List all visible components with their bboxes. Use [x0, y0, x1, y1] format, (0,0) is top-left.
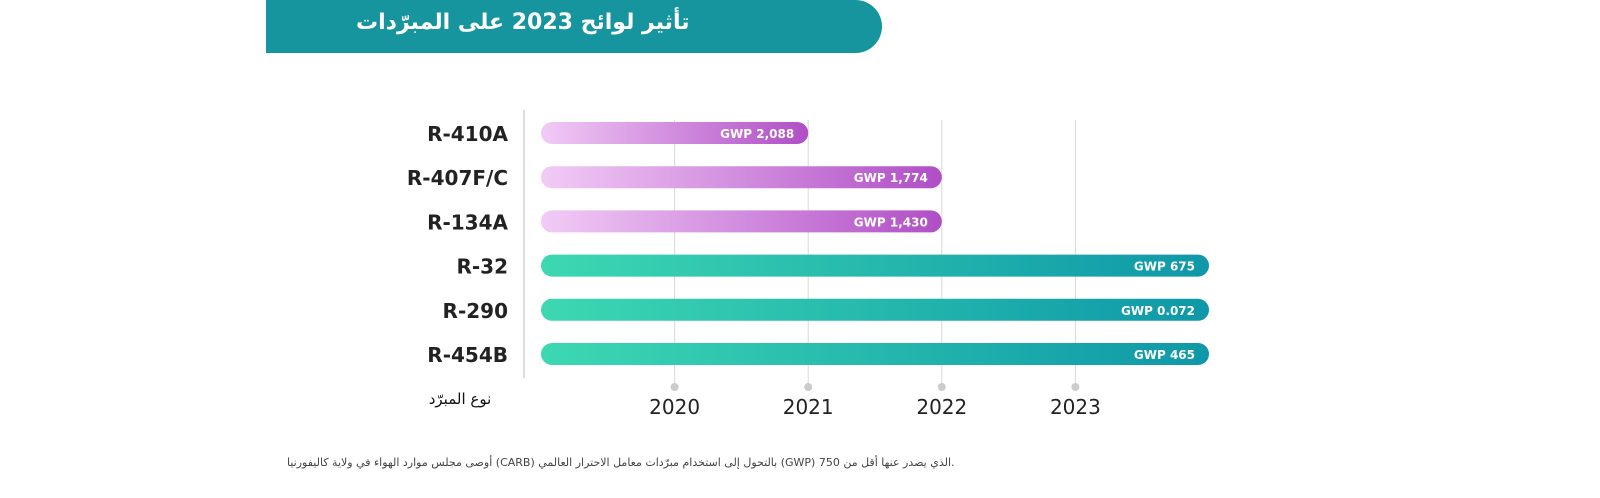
tick-dot — [937, 383, 946, 391]
category-label: R-290 — [443, 299, 508, 323]
bar-R-407F/C — [541, 166, 942, 189]
data-label: GWP 465 — [1134, 348, 1195, 362]
category-label: R-32 — [456, 255, 508, 279]
data-label: GWP 2,088 — [720, 127, 794, 141]
category-label: R-407F/C — [407, 166, 508, 190]
data-label: GWP 1,774 — [854, 171, 928, 185]
bar-R-454B — [541, 343, 1209, 365]
data-label: GWP 675 — [1134, 260, 1195, 274]
tick-dot — [670, 383, 679, 391]
x-tick-label: 2020 — [649, 395, 700, 419]
bar-R-32 — [541, 254, 1209, 277]
bar-R-410A — [541, 122, 809, 144]
title-banner: تأثير لوائح 2023 على المبرّدات — [266, 0, 882, 53]
footnote: أوصى مجلس موارد الهواء في ولاية كاليفورن… — [287, 456, 955, 469]
chart-title: تأثير لوائح 2023 على المبرّدات — [356, 10, 690, 35]
bar-R-134A — [541, 210, 942, 233]
tick-dot — [1071, 383, 1080, 391]
category-label: R-454B — [427, 343, 508, 367]
category-label: R-134A — [427, 210, 508, 234]
y-axis-label: نوع المبرّد — [428, 390, 492, 408]
bar-R-290 — [541, 298, 1209, 321]
x-tick-label: 2021 — [783, 395, 834, 419]
data-label: GWP 0.072 — [1121, 304, 1195, 318]
category-label: R-410A — [427, 122, 508, 146]
x-tick-label: 2023 — [1050, 395, 1101, 419]
data-label: GWP 1,430 — [854, 215, 928, 229]
tick-dot — [804, 383, 813, 391]
x-tick-label: 2022 — [916, 395, 967, 419]
